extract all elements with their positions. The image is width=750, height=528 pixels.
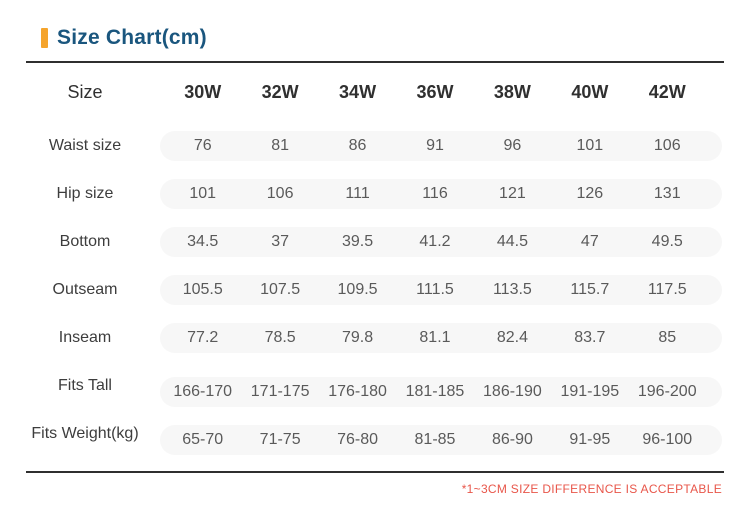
table-row-waist-size: Waist size 76 81 86 91 96 101 106	[0, 131, 750, 161]
value-cell: 191-195	[560, 383, 620, 400]
value-cell: 47	[580, 233, 599, 250]
row-label: Fits Weight(kg)	[31, 425, 139, 442]
section-header: Size Chart(cm)	[0, 0, 750, 49]
value-cell: 85	[658, 329, 677, 346]
value-cell: 115.7	[570, 281, 610, 298]
size-table: Size 30W 32W 34W 36W 38W 40W 42W Waist s…	[0, 80, 750, 455]
table-row-fits-weight: Fits Weight(kg) 65-70 71-75 76-80 81-85 …	[0, 419, 750, 455]
table-row-fits-tall: Fits Tall 166-170 171-175 176-180 181-18…	[0, 371, 750, 407]
row-values: 166-170 171-175 176-180 181-185 186-190 …	[160, 377, 722, 407]
column-headers: 30W 32W 34W 36W 38W 40W 42W	[160, 80, 722, 104]
table-row-outseam: Outseam 105.5 107.5 109.5 111.5 113.5 11…	[0, 275, 750, 305]
value-cell: 101	[576, 137, 604, 154]
value-cell: 76-80	[337, 431, 379, 448]
value-cell: 86	[348, 137, 367, 154]
value-cell: 78.5	[264, 329, 296, 346]
value-cell: 44.5	[496, 233, 528, 250]
value-cell: 96-100	[642, 431, 693, 448]
value-cell: 121	[499, 185, 526, 202]
value-cell: 41.2	[419, 233, 451, 250]
value-cell: 81.1	[419, 329, 451, 346]
row-values: 101 106 111 116 121 126 131	[160, 179, 722, 209]
accent-bar-icon	[41, 28, 48, 48]
value-cell: 107.5	[260, 281, 301, 298]
divider-bottom	[26, 471, 724, 473]
value-cell: 116	[422, 185, 448, 202]
column-header-42w: 42W	[648, 81, 686, 102]
page-title: Size Chart(cm)	[57, 26, 207, 49]
value-cell: 34.5	[187, 233, 219, 250]
table-row-bottom: Bottom 34.5 37 39.5 41.2 44.5 47 49.5	[0, 227, 750, 257]
row-values: 65-70 71-75 76-80 81-85 86-90 91-95 96-1…	[160, 425, 722, 455]
value-cell: 91	[426, 137, 444, 154]
value-cell: 49.5	[651, 233, 683, 250]
row-label: Bottom	[59, 233, 111, 250]
value-cell: 77.2	[187, 329, 219, 346]
column-header-34w: 34W	[339, 81, 377, 102]
value-cell: 71-75	[259, 431, 301, 448]
row-label: Hip size	[56, 185, 114, 202]
value-cell: 111.5	[416, 281, 454, 298]
value-cell: 106	[653, 137, 681, 154]
row-label: Inseam	[58, 329, 112, 346]
value-cell: 101	[189, 185, 217, 202]
value-cell: 83.7	[574, 329, 606, 346]
value-cell: 176-180	[328, 383, 387, 400]
value-cell: 105.5	[182, 281, 223, 298]
row-values: 77.2 78.5 79.8 81.1 82.4 83.7 85	[160, 323, 722, 353]
table-row-hip-size: Hip size 101 106 111 116 121 126 131	[0, 179, 750, 209]
value-cell: 76	[193, 137, 212, 154]
table-row-inseam: Inseam 77.2 78.5 79.8 81.1 82.4 83.7 85	[0, 323, 750, 353]
value-cell: 39.5	[341, 233, 374, 250]
value-cell: 86-90	[491, 431, 533, 448]
value-cell: 81	[271, 137, 290, 154]
value-cell: 126	[576, 185, 604, 202]
value-cell: 65-70	[182, 431, 224, 448]
row-values: 105.5 107.5 109.5 111.5 113.5 115.7 117.…	[160, 275, 722, 305]
value-cell: 131	[653, 185, 681, 202]
value-cell: 171-175	[250, 383, 310, 400]
row-values: 76 81 86 91 96 101 106	[160, 131, 722, 161]
column-header-36w: 36W	[416, 81, 454, 102]
column-header-32w: 32W	[261, 81, 299, 102]
table-header-row: Size 30W 32W 34W 36W 38W 40W 42W	[0, 80, 750, 104]
value-cell: 79.8	[341, 329, 374, 346]
column-header-40w: 40W	[571, 81, 609, 102]
row-values: 34.5 37 39.5 41.2 44.5 47 49.5	[160, 227, 722, 257]
value-cell: 113.5	[492, 281, 532, 298]
value-cell: 181-185	[405, 383, 465, 400]
size-difference-note: *1~3CM SIZE DIFFERENCE IS ACCEPTABLE	[461, 482, 722, 496]
value-cell: 186-190	[483, 383, 542, 400]
column-header-30w: 30W	[184, 81, 222, 102]
value-cell: 196-200	[637, 383, 697, 400]
divider-top	[26, 61, 724, 63]
column-header-38w: 38W	[493, 81, 531, 102]
value-cell: 96	[503, 137, 522, 154]
value-cell: 111	[345, 185, 370, 202]
value-cell: 91-95	[569, 431, 611, 448]
row-label: Waist size	[48, 137, 122, 154]
row-label: Outseam	[52, 281, 118, 298]
value-cell: 37	[271, 233, 290, 250]
value-cell: 117.5	[647, 281, 687, 298]
value-cell: 81-85	[414, 431, 456, 448]
value-cell: 166-170	[173, 383, 233, 400]
value-cell: 82.4	[496, 329, 528, 346]
value-cell: 109.5	[337, 281, 378, 298]
value-cell: 106	[266, 185, 294, 202]
row-label: Fits Tall	[58, 377, 112, 394]
corner-header-size: Size	[67, 81, 103, 102]
